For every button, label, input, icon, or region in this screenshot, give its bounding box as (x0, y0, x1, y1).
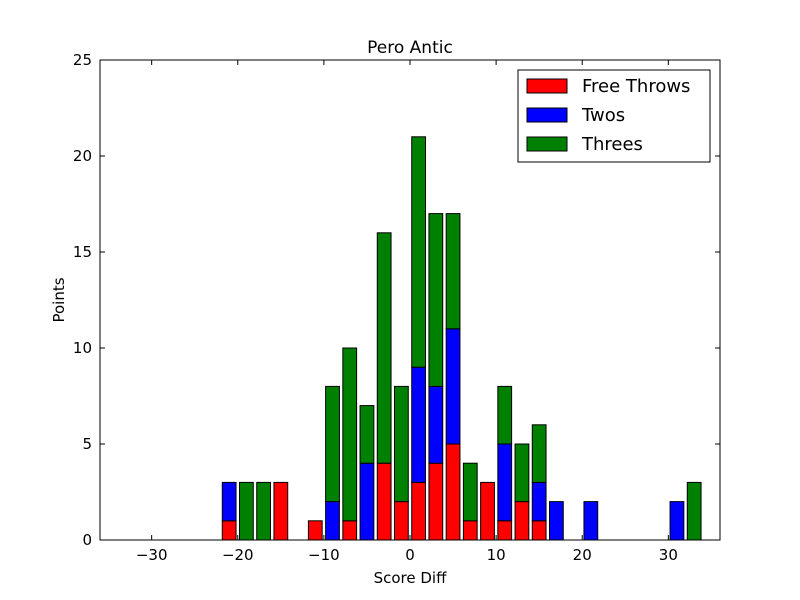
bar-threes (411, 136, 427, 368)
bar-threes (325, 385, 340, 503)
bar-threes (531, 424, 547, 483)
ticks: −30 −20 −10 0 10 20 30 0 5 10 15 20 25 (73, 51, 720, 564)
bar-free-throws (462, 520, 478, 541)
legend-label: Free Throws (582, 76, 690, 97)
bars (221, 136, 702, 541)
bar-twos (583, 501, 599, 541)
y-tick-label: 10 (73, 339, 92, 357)
bar-free-throws (514, 501, 530, 541)
bar-twos (221, 481, 237, 522)
bar-free-throws (480, 481, 495, 541)
y-tick-label: 15 (73, 243, 92, 261)
bar-free-throws (307, 520, 323, 541)
bar-free-throws (221, 520, 237, 541)
x-tick-label: 20 (573, 546, 592, 564)
bar-twos (411, 366, 427, 483)
y-axis-label: Points (50, 277, 68, 322)
chart-title: Pero Antic (367, 38, 453, 58)
legend-swatch (526, 78, 568, 94)
bar-twos (531, 481, 547, 522)
bar-threes (686, 481, 702, 541)
bar-free-throws (376, 462, 392, 541)
x-axis-label: Score Diff (374, 569, 447, 587)
bar-threes (394, 385, 409, 503)
legend-swatch (526, 136, 568, 152)
bar-twos (428, 385, 444, 464)
bar-threes (239, 481, 254, 541)
bar-threes (359, 405, 375, 464)
y-tick-label: 25 (73, 51, 92, 69)
bar-free-throws (428, 462, 444, 541)
bar-free-throws (394, 501, 409, 541)
bar-threes (497, 385, 513, 445)
x-tick-label: −20 (222, 546, 254, 564)
bar-twos (549, 501, 564, 541)
bar-twos (359, 462, 375, 541)
bar-free-throws (497, 520, 513, 541)
bar-twos (497, 443, 513, 522)
y-tick-label: 20 (73, 147, 92, 165)
x-tick-label: 10 (487, 546, 506, 564)
bar-twos (325, 501, 340, 541)
bar-threes (514, 443, 530, 503)
legend: Free Throws Twos Threes (517, 69, 711, 163)
legend-label: Twos (581, 105, 625, 126)
bar-free-throws (342, 520, 358, 541)
bar-threes (376, 232, 392, 464)
x-tick-label: −10 (308, 546, 340, 564)
legend-swatch (526, 107, 568, 123)
x-tick-label: 30 (659, 546, 678, 564)
y-tick-label: 0 (82, 531, 92, 549)
bar-threes (445, 213, 461, 330)
bar-free-throws (531, 520, 547, 541)
bar-threes (342, 347, 358, 522)
bar-threes (256, 481, 272, 541)
bar-threes (428, 213, 444, 387)
x-tick-label: 0 (405, 546, 415, 564)
y-tick-label: 5 (82, 435, 92, 453)
bar-threes (462, 462, 478, 522)
x-tick-label: −30 (136, 546, 168, 564)
bar-free-throws (273, 481, 289, 541)
legend-label: Threes (581, 134, 643, 155)
bar-free-throws (411, 481, 427, 541)
bar-free-throws (445, 443, 461, 541)
bar-twos (445, 328, 461, 445)
bar-twos (669, 501, 685, 541)
